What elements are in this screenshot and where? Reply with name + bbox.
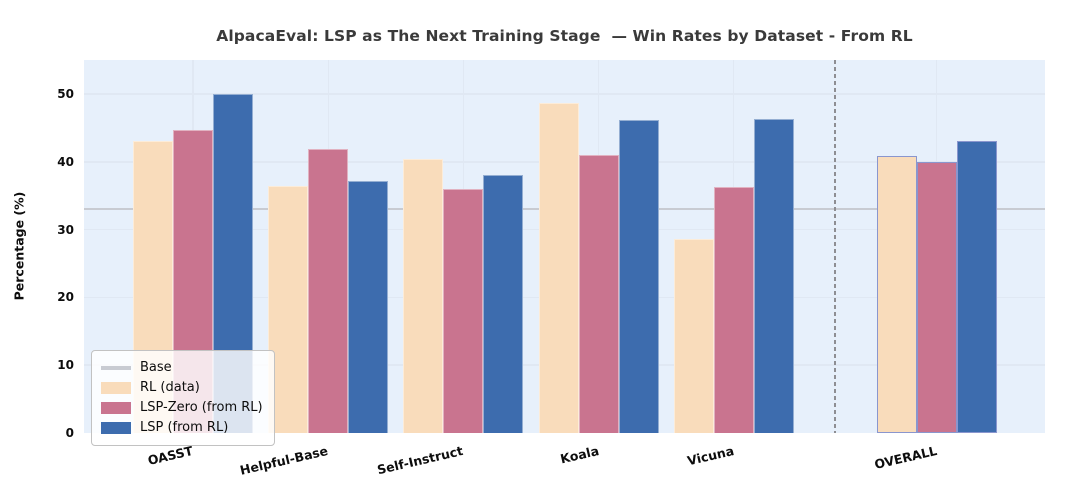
legend-label-lsp-from-rl: LSP (from RL): [140, 420, 229, 435]
y-tick-50: 50: [57, 86, 74, 101]
y-tick-20: 20: [57, 290, 74, 305]
bar-overall-rl-data: [876, 156, 917, 433]
x-tick-overall: OVERALL: [872, 443, 938, 472]
y-tick-10: 10: [57, 358, 74, 373]
legend-label-rl-data: RL (data): [140, 380, 200, 395]
y-tick-30: 30: [57, 222, 74, 237]
legend-label-lsp-zero-from-rl: LSP-Zero (from RL): [140, 400, 263, 415]
bar-vicuna-lsp-zero-from-rl: [713, 187, 754, 433]
bar-helpful-base-rl-data: [268, 186, 309, 433]
y-axis-label: Percentage (%): [11, 191, 27, 301]
legend-item-rl-data: RL (data): [101, 378, 263, 398]
bar-vicuna-rl-data: [673, 239, 714, 433]
gridline-y-50: [84, 93, 1045, 95]
legend-label-base: Base: [140, 360, 172, 375]
y-tick-40: 40: [57, 154, 74, 169]
bar-overall-lsp-zero-from-rl: [916, 161, 957, 433]
bar-self-instruct-lsp-zero-from-rl: [443, 188, 484, 433]
bar-koala-lsp-zero-from-rl: [578, 154, 619, 433]
bar-koala-rl-data: [538, 103, 579, 433]
legend-color-swatch-lsp-from-rl: [101, 422, 131, 434]
x-tick-helpful-base: Helpful-Base: [238, 443, 330, 478]
bar-self-instruct-rl-data: [403, 159, 444, 433]
bar-koala-lsp-from-rl: [618, 119, 659, 433]
legend-line-swatch-base: [101, 366, 131, 370]
bar-helpful-base-lsp-from-rl: [348, 180, 389, 433]
y-tick-0: 0: [65, 426, 74, 440]
bar-helpful-base-lsp-zero-from-rl: [308, 148, 349, 433]
bar-vicuna-lsp-from-rl: [753, 119, 794, 433]
legend-item-lsp-from-rl: LSP (from RL): [101, 418, 263, 438]
legend-item-base: Base: [101, 358, 263, 378]
x-tick-oasst: OASST: [146, 443, 195, 468]
bar-overall-lsp-from-rl: [956, 140, 997, 433]
chart-title: AlpacaEval: LSP as The Next Training Sta…: [216, 27, 913, 45]
legend-color-swatch-rl-data: [101, 382, 131, 394]
legend: Base RL (data) LSP-Zero (from RL) LSP (from…: [91, 350, 275, 446]
x-tick-koala: Koala: [558, 443, 600, 467]
legend-color-swatch-lsp-zero-from-rl: [101, 402, 131, 414]
bar-self-instruct-lsp-from-rl: [483, 175, 524, 433]
x-tick-vicuna: Vicuna: [685, 443, 736, 469]
overall-separator-line: [834, 60, 837, 433]
legend-item-lsp-zero-from-rl: LSP-Zero (from RL): [101, 398, 263, 418]
x-tick-self-instruct: Self-Instruct: [376, 443, 465, 478]
